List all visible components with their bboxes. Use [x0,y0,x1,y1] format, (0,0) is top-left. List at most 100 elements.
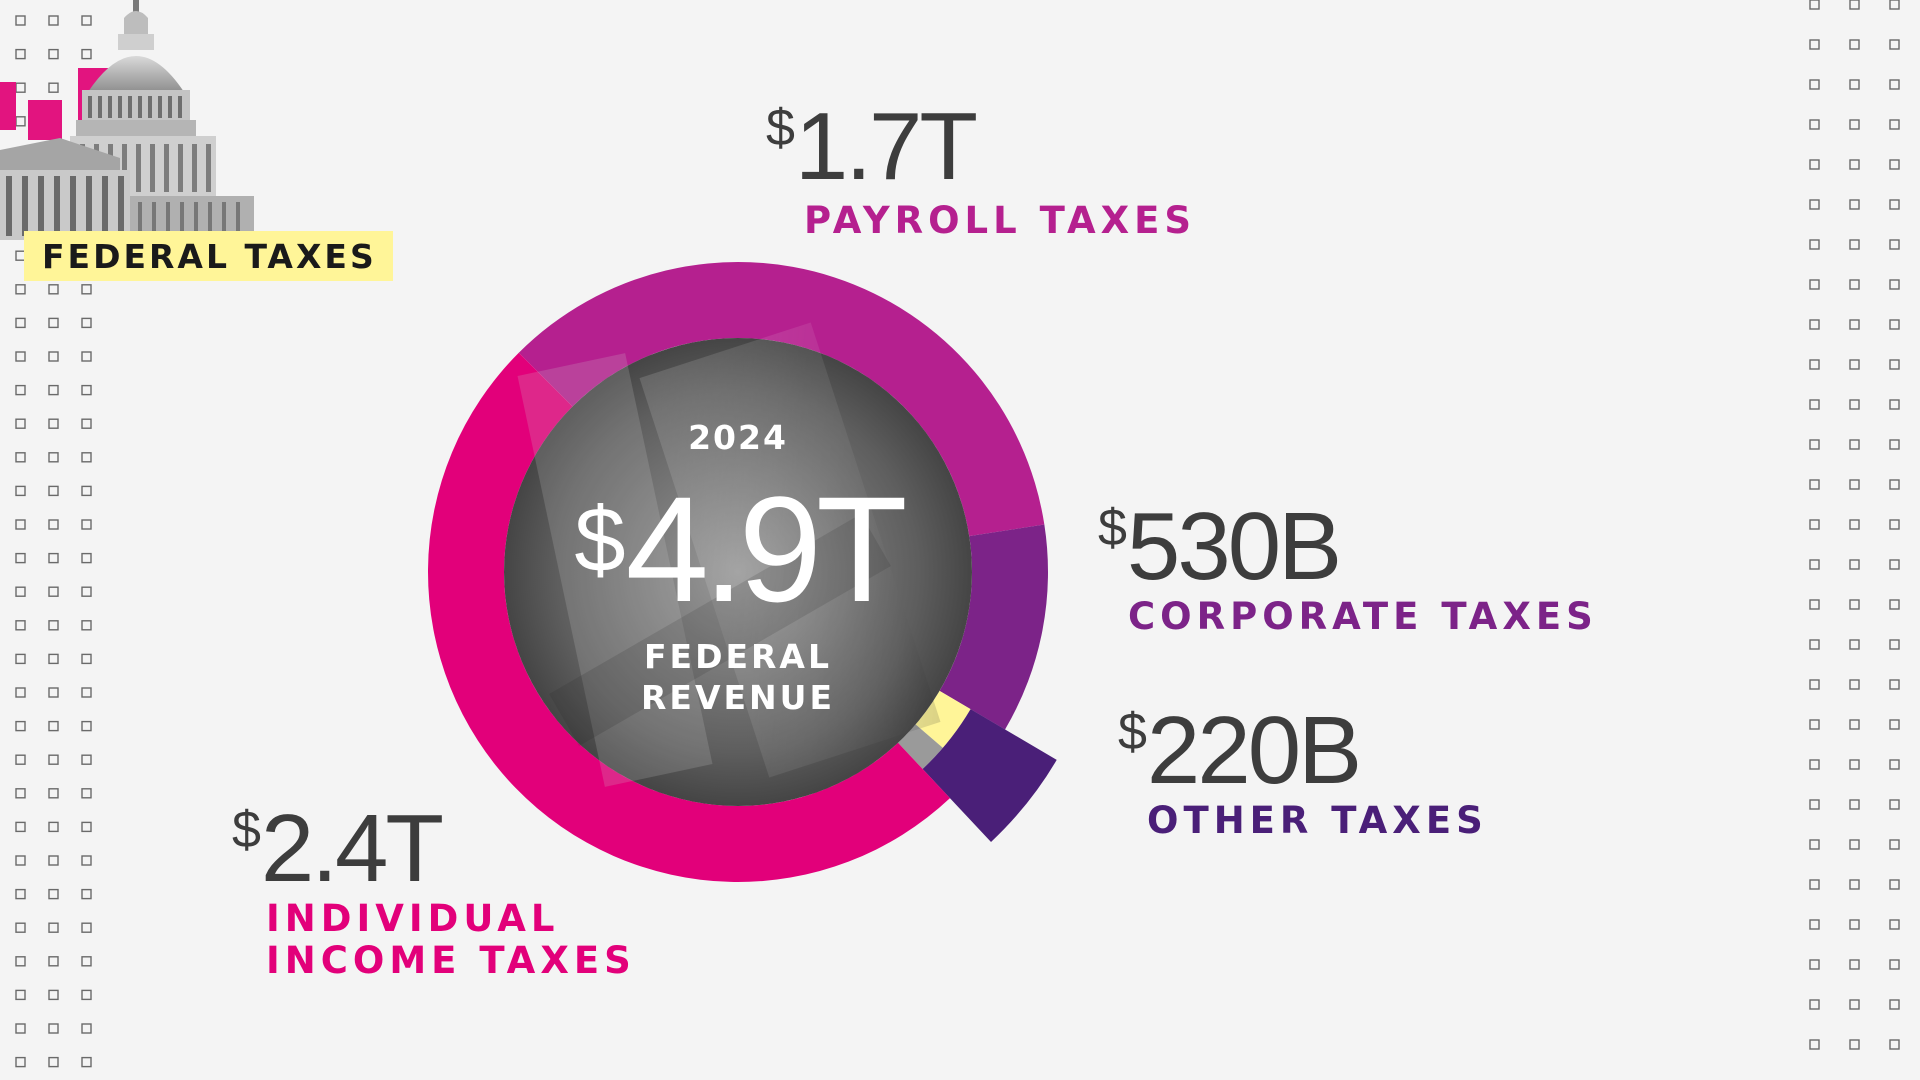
grid-square [48,956,59,967]
grid-square [1809,879,1820,890]
grid-square [1889,639,1900,650]
grid-square [48,317,59,329]
grid-square [48,620,59,631]
grid-square [1889,519,1900,530]
grid-square [1889,719,1900,730]
grid-square [15,586,26,597]
grid-square [1889,679,1900,690]
grid-square [48,452,59,463]
grid-square [1889,199,1900,210]
grid-square [81,519,92,530]
grid-square [1809,159,1820,170]
grid-square [15,284,26,295]
corporate-label: CORPORATE TAXES [1128,595,1598,638]
grid-square [1849,919,1860,930]
slice-individual-income-taxes [428,352,950,882]
grid-square [1849,519,1860,530]
grid-square [81,317,92,329]
grid-square [1889,559,1900,570]
grid-square [1889,839,1900,850]
grid-square [81,956,92,967]
chart-year: 2024 [688,418,788,457]
grid-square [81,754,92,765]
grid-square [1889,159,1900,170]
grid-square [1849,759,1860,770]
individual-label: INDIVIDUAL INCOME TAXES [266,898,636,982]
grid-square [1809,399,1820,410]
grid-square [1849,199,1860,210]
grid-square [1809,239,1820,250]
grid-square [48,384,59,396]
grid-square [1849,159,1860,170]
individual-label-line1: INDIVIDUAL [266,897,560,940]
grid-square [81,485,92,497]
grid-square [81,15,92,26]
total-currency: $ [574,489,626,591]
grid-square [1889,599,1900,610]
grid-square [48,1023,59,1034]
grid-square [1809,319,1820,330]
grid-square [1849,999,1860,1010]
grid-square [1809,559,1820,570]
grid-square [81,552,92,564]
grid-square [48,888,59,900]
grid-square [1809,519,1820,530]
grid-square [48,653,59,665]
grid-square [81,855,92,866]
slice-other-inner-highlight [915,690,971,748]
grid-square [81,586,92,597]
total-label-line2: REVENUE [641,678,835,717]
grid-square [48,855,59,866]
grid-square [1849,279,1860,290]
grid-square [81,620,92,631]
grid-square [81,720,92,732]
grid-square [15,48,26,60]
grid-square [1849,79,1860,90]
grid-square [1809,39,1820,50]
grid-square [1849,639,1860,650]
grid-square [15,418,26,429]
grid-square [15,956,26,967]
grid-square [1889,919,1900,930]
grid-square [48,586,59,597]
grid-square [48,552,59,564]
grid-square [48,720,59,732]
grid-square [15,788,26,799]
grid-square [1889,239,1900,250]
grid-square [1849,0,1860,10]
grid-square [15,15,26,26]
grid-square [48,1056,59,1068]
grid-square [15,855,26,866]
chart-total: $4.9T [560,460,916,629]
slice-other-inner-gray [898,724,943,770]
grid-square [1889,39,1900,50]
grid-square [81,48,92,60]
payroll-label: PAYROLL TAXES [804,199,1197,242]
individual-label-line2: INCOME TAXES [266,939,636,982]
grid-square [1809,0,1820,10]
grid-square [15,552,26,564]
grid-square [48,687,59,698]
grid-square [1849,479,1860,490]
grid-square [1889,319,1900,330]
grid-square [81,788,92,799]
grid-square [81,452,92,463]
grid-square [1809,1039,1820,1050]
grid-square [48,922,59,933]
grid-square [15,720,26,732]
grid-square [1849,599,1860,610]
individual-amount: $2.4T [232,795,444,902]
grid-square [1889,879,1900,890]
grid-square [48,989,59,1001]
section-badge: FEDERAL TAXES [24,231,393,281]
right-dot-grid [1806,0,1920,1080]
grid-square [1889,1039,1900,1050]
grid-square [1809,719,1820,730]
grid-square [15,653,26,665]
slice-corporate-taxes [939,524,1048,730]
chart-total-label: FEDERAL REVENUE [560,636,916,718]
grid-square [15,1056,26,1068]
grid-square [15,754,26,765]
grid-square [1849,719,1860,730]
grid-square [15,1023,26,1034]
